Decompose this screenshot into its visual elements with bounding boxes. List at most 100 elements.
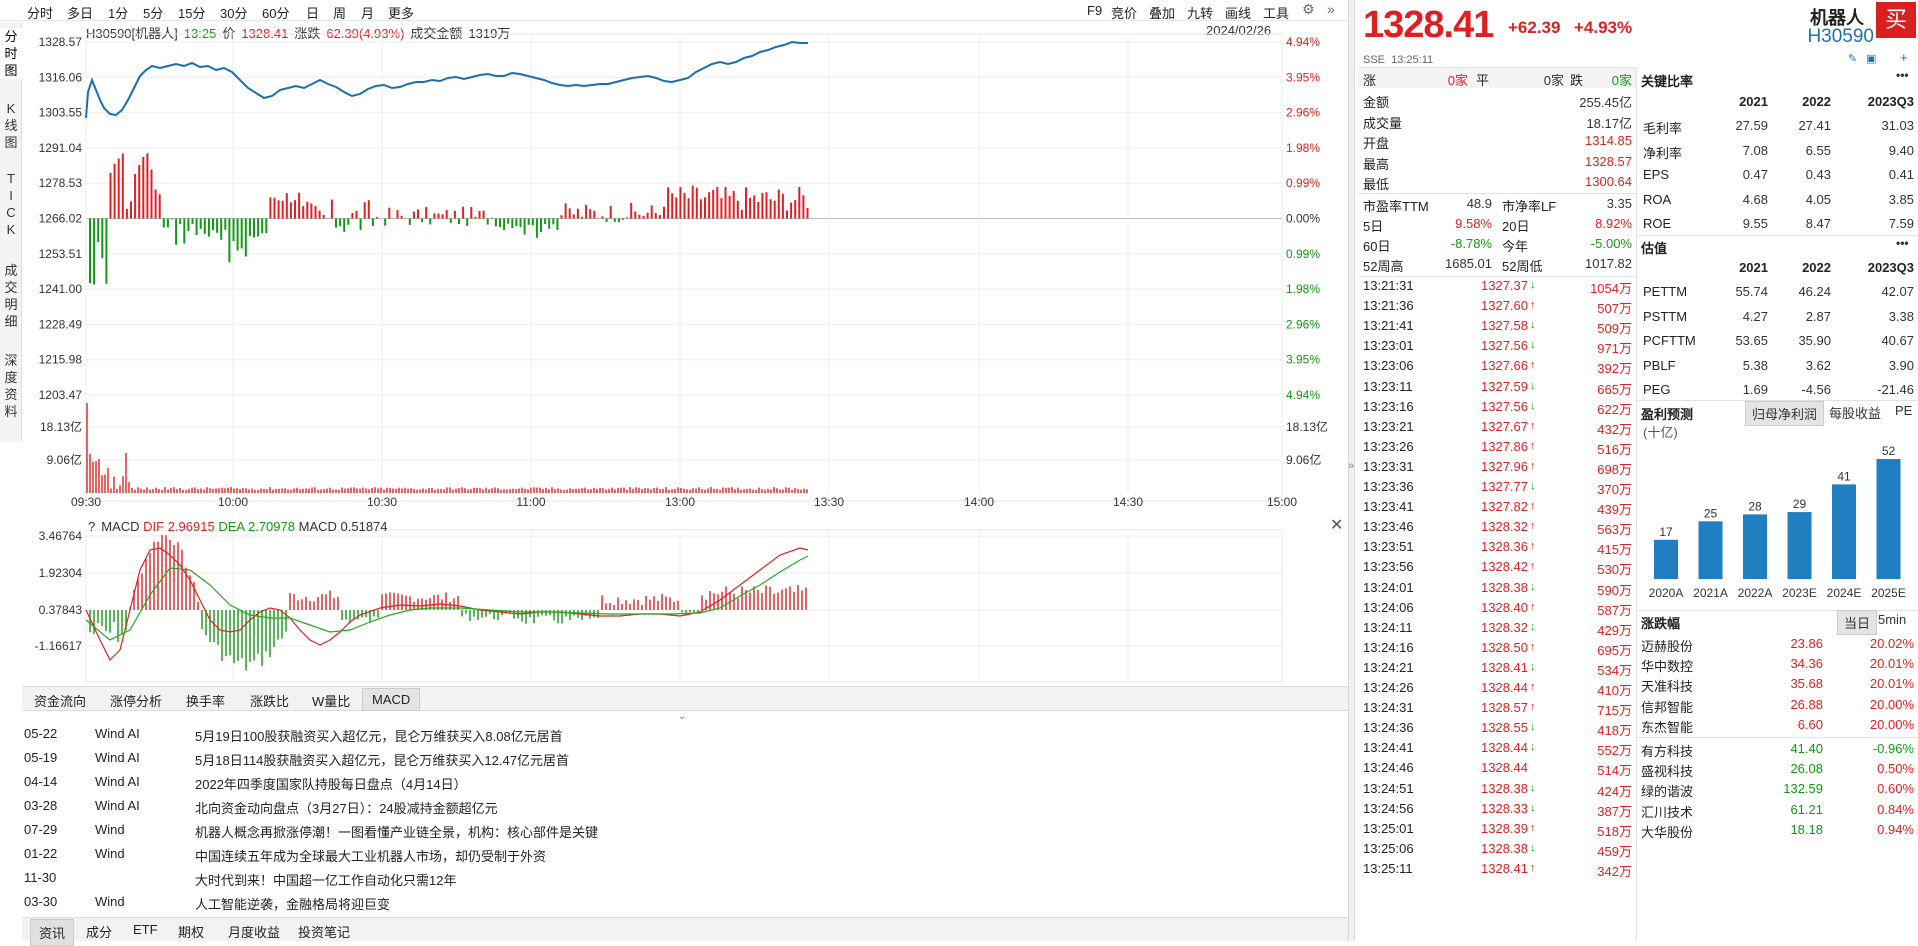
tick-amount: 509万 [1597, 321, 1632, 337]
mover-name[interactable]: 盛视科技 [1641, 764, 1694, 780]
tick-amount: 439万 [1597, 502, 1632, 518]
tab-month[interactable]: 月 [361, 6, 375, 21]
tab-notes[interactable]: 投资笔记 [298, 925, 351, 940]
gear-icon[interactable]: ⚙ [1302, 1, 1315, 17]
vtab-intraday[interactable]: 分时图 [0, 28, 22, 79]
tab-multiday[interactable]: 多日 [67, 6, 94, 21]
news-source: Wind [95, 846, 125, 861]
news-title[interactable]: 机器人概念再掀涨停潮！一图看懂产业链全景，机构：核心部件是关键 [195, 825, 599, 840]
tab-more[interactable]: 更多 [388, 6, 415, 21]
mover-price: 35.68 [1790, 676, 1823, 692]
ratio-value: 0.43 [1805, 167, 1831, 182]
tab-15min[interactable]: 15分 [178, 6, 206, 21]
tab-net-profit[interactable]: 归母净利润 [1745, 401, 1825, 426]
tab-60min[interactable]: 60分 [262, 6, 290, 21]
mover-name[interactable]: 东杰智能 [1641, 719, 1694, 735]
mover-name[interactable]: 华中数控 [1641, 659, 1694, 675]
tab-1min[interactable]: 1分 [108, 6, 129, 21]
save-icon[interactable]: ▣ [1866, 53, 1877, 65]
year-header: 2022 [1802, 94, 1831, 109]
tab-eps[interactable]: 每股收益 [1829, 406, 1882, 421]
tab-5min-movers[interactable]: 5min [1878, 612, 1907, 627]
tool-draw[interactable]: 画线 [1225, 6, 1252, 21]
news-title[interactable]: 大时代到来！中国超一亿工作自动化只需12年 [195, 873, 457, 888]
tab-today[interactable]: 当日 [1837, 610, 1878, 635]
tab-breadth-ratio[interactable]: 涨跌比 [250, 694, 290, 709]
ratio-label: PCFTTM [1643, 333, 1696, 348]
add-icon[interactable]: + [1900, 50, 1908, 65]
panel-divider[interactable]: » [1348, 0, 1355, 941]
tab-monthly-return[interactable]: 月度收益 [228, 925, 281, 940]
arrow-up-icon: ↑ [1530, 419, 1536, 432]
mover-name[interactable]: 迈赫股份 [1641, 639, 1694, 654]
tab-options[interactable]: 期权 [178, 925, 205, 940]
tab-5min[interactable]: 5分 [143, 6, 164, 21]
news-title[interactable]: 北向资金动向盘点（3月27日）：24股减持金额超亿元 [195, 801, 498, 816]
tool-f9[interactable]: F9 [1087, 3, 1103, 18]
vtab-depth[interactable]: 深度资料 [4, 353, 18, 419]
tab-limit-up[interactable]: 涨停分析 [110, 694, 163, 709]
mover-name[interactable]: 汇川技术 [1641, 804, 1694, 820]
expand-icon[interactable]: ⌄ [678, 711, 687, 722]
tick-price: 1328.38 [1481, 579, 1528, 595]
time-axis-label: 09:30 [71, 495, 101, 509]
news-source: Wind AI [95, 726, 140, 741]
tick-price: 1327.59 [1481, 378, 1528, 394]
mover-pct: 20.01% [1869, 656, 1914, 672]
tab-fund-flow[interactable]: 资金流向 [34, 694, 87, 709]
tab-week[interactable]: 周 [333, 6, 347, 21]
buy-button[interactable]: 买 [1876, 2, 1916, 38]
arrow-down-icon: ↓ [1530, 620, 1536, 633]
vtab-trades[interactable]: 成交明细 [4, 263, 18, 329]
forecast-category: 2023E [1782, 586, 1817, 600]
news-title[interactable]: 2022年四季度国家队持股每日盘点（4月14日） [195, 777, 467, 792]
down-label: 跌 [1570, 73, 1584, 88]
tool-nine-turn[interactable]: 九转 [1187, 6, 1214, 21]
forecast-bar-label: 25 [1704, 506, 1718, 520]
forecast-category: 2020A [1649, 586, 1684, 600]
tab-turnover[interactable]: 换手率 [186, 694, 226, 709]
tool-overlay[interactable]: 叠加 [1149, 6, 1176, 21]
tick-amount: 370万 [1597, 482, 1632, 497]
tab-30min[interactable]: 30分 [220, 6, 248, 21]
tab-day[interactable]: 日 [306, 6, 320, 21]
news-title[interactable]: 5月19日100股获融资买入超亿元，昆仑万维获买入8.08亿元居首 [195, 729, 563, 744]
intraday-chart[interactable]: 1328.57 4.94% 1316.06 3.95% 1303.55 2.96% 1291… [0, 0, 1348, 686]
tab-constituents[interactable]: 成分 [86, 925, 113, 940]
edit-icon[interactable]: ✎ [1848, 53, 1858, 65]
mover-name[interactable]: 绿的谐波 [1641, 784, 1694, 800]
tick-amount: 695万 [1597, 642, 1632, 658]
close-icon[interactable]: ✕ [1330, 517, 1344, 534]
news-date: 05-19 [24, 750, 58, 765]
mover-name[interactable]: 天准科技 [1641, 679, 1694, 695]
tab-macd[interactable]: MACD [362, 688, 421, 711]
tab-news[interactable]: 资讯 [30, 919, 75, 946]
tab-etf[interactable]: ETF [133, 922, 158, 937]
tick-time: 13:24:16 [1363, 639, 1414, 655]
macd-help-icon[interactable]: ? [88, 519, 96, 534]
news-title[interactable]: 中国连续五年成为全球最大工业机器人市场，却仍受制于外资 [195, 849, 547, 864]
forecast-bar [1787, 512, 1812, 579]
collapse-icon[interactable]: » [1327, 1, 1335, 17]
news-title[interactable]: 5月18日114股获融资买入超亿元，昆仑万维获买入12.47亿元居首 [195, 753, 569, 768]
news-title[interactable]: 人工智能逆袭，金融格局将迎巨变 [195, 897, 391, 912]
tool-auction[interactable]: 竞价 [1111, 6, 1138, 21]
tab-intraday[interactable]: 分时 [27, 6, 54, 21]
vtab-kline[interactable]: K线图 [4, 101, 18, 150]
tab-w-volume[interactable]: W量比 [312, 694, 351, 709]
estimate-more-icon[interactable]: ••• [1896, 236, 1909, 250]
valuation-value: 48.9 [1466, 196, 1492, 211]
tick-price: 1328.50 [1481, 639, 1528, 655]
tool-tools[interactable]: 工具 [1263, 6, 1290, 21]
arrow-up-icon: ↑ [1530, 439, 1536, 452]
mover-name[interactable]: 信邦智能 [1641, 699, 1694, 715]
macd-bars [89, 535, 807, 671]
mover-name[interactable]: 大华股份 [1641, 824, 1694, 840]
tick-amount: 410万 [1597, 683, 1632, 698]
tab-pe[interactable]: PE [1895, 403, 1913, 418]
tick-price: 1328.41 [1481, 659, 1528, 675]
vtab-tick[interactable]: TICK [6, 171, 16, 237]
time-axis-label: 10:30 [367, 495, 397, 509]
ratios-more-icon[interactable]: ••• [1896, 68, 1909, 82]
mover-name[interactable]: 有方科技 [1641, 744, 1694, 759]
